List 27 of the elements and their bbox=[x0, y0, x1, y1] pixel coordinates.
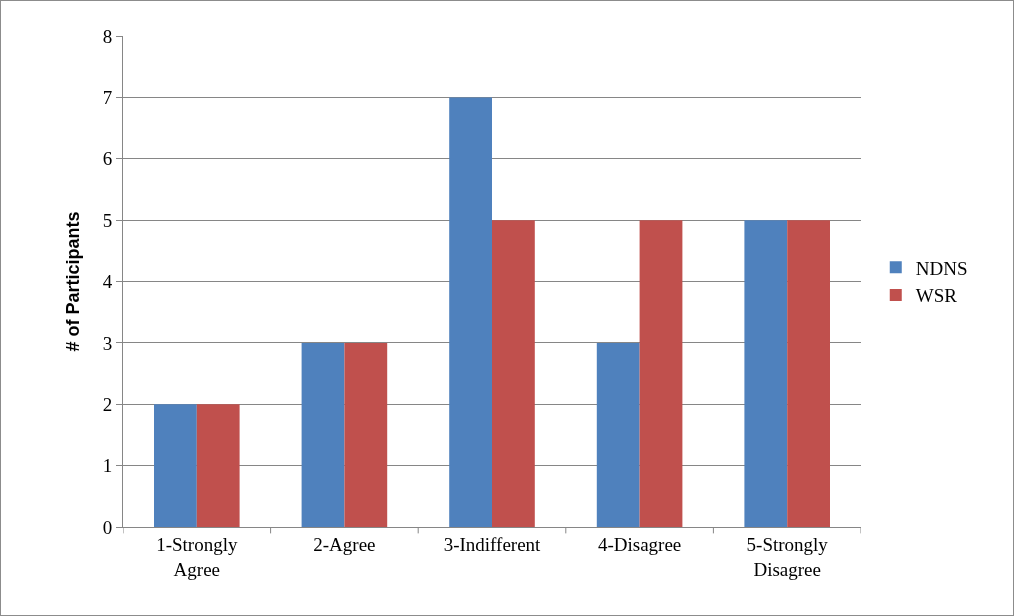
x-tick-label: 2-Agree bbox=[313, 533, 376, 555]
x-tick-label: 1-Strongly Agree bbox=[156, 533, 238, 580]
bar bbox=[744, 220, 788, 527]
x-tick-label: 5-Strongly Disagree bbox=[746, 533, 829, 580]
bar bbox=[449, 97, 492, 527]
bar bbox=[492, 220, 535, 527]
legend-label: WSR bbox=[915, 285, 958, 307]
y-tick-label: 5 bbox=[102, 209, 113, 231]
y-tick-label: 3 bbox=[102, 332, 113, 354]
bar bbox=[301, 342, 345, 527]
y-tick-label: 6 bbox=[102, 148, 113, 170]
bar bbox=[787, 220, 830, 527]
y-tick-label: 8 bbox=[102, 25, 113, 47]
bar bbox=[196, 404, 240, 527]
y-tick-label: 1 bbox=[102, 455, 113, 477]
bar bbox=[154, 404, 197, 527]
y-tick-label: 0 bbox=[102, 516, 113, 538]
bar bbox=[596, 342, 640, 527]
y-tick-label: 7 bbox=[102, 87, 113, 109]
bar bbox=[639, 220, 683, 527]
bar bbox=[344, 342, 388, 527]
y-tick-label: 4 bbox=[102, 271, 113, 293]
y-tick-label: 2 bbox=[102, 393, 113, 415]
x-tick-label: 3-Indifferent bbox=[443, 533, 542, 555]
legend-label: NDNS bbox=[915, 257, 968, 279]
x-tick-label: 4-Disagree bbox=[597, 533, 682, 555]
y-axis-title: # of Participants bbox=[62, 211, 83, 352]
